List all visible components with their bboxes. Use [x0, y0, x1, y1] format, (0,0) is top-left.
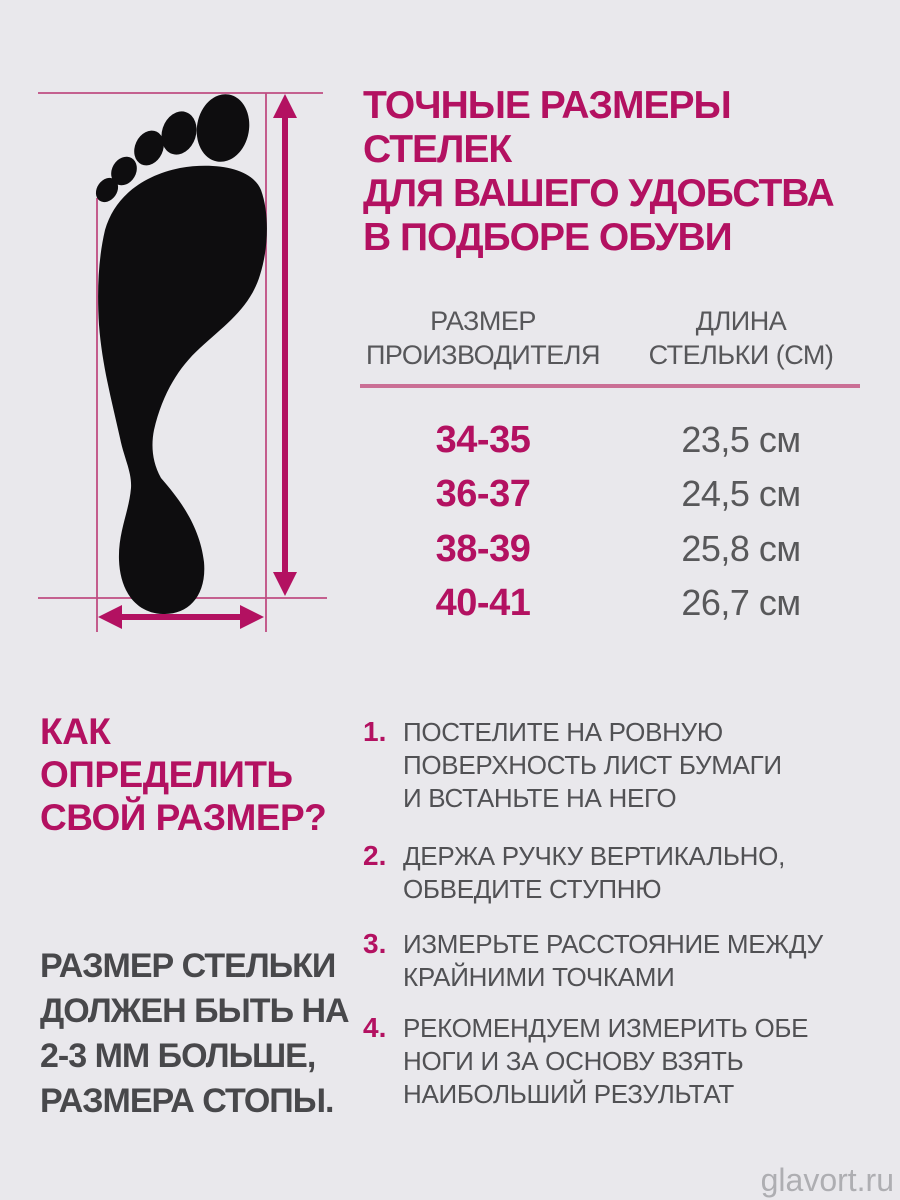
insole-size-note: РАЗМЕР СТЕЛЬКИ ДОЛЖЕН БЫТЬ НА 2-3 ММ БОЛ…: [40, 947, 350, 1120]
table-row-size: 40-41: [435, 582, 531, 624]
step-text: РЕКОМЕНДУЕМ ИЗМЕРИТЬ ОБЕ НОГИ И ЗА ОСНОВ…: [403, 1013, 809, 1109]
how-to-heading: КАК ОПРЕДЕЛИТЬ СВОЙ РАЗМЕР?: [40, 711, 327, 838]
table-row-length: 26,7 см: [681, 582, 801, 623]
length-arrow-icon: [273, 94, 297, 596]
step-number: 3.: [363, 928, 387, 959]
page-title: ТОЧНЫЕ РАЗМЕРЫ СТЕЛЕК ДЛЯ ВАШЕГО УДОБСТВ…: [363, 84, 835, 259]
footprint-icon: [95, 94, 267, 615]
table-row-length: 24,5 см: [681, 473, 801, 514]
step-number: 2.: [363, 840, 387, 871]
watermark: glavort.ru: [760, 1162, 894, 1198]
foot-measurement-diagram: [38, 92, 327, 632]
table-header-insole-length: ДЛИНА СТЕЛЬКИ (СМ): [648, 306, 834, 370]
foot-measurement-figure: [30, 80, 330, 650]
table-row-length: 23,5 см: [681, 419, 801, 460]
step-text: ДЕРЖА РУЧКУ ВЕРТИКАЛЬНО, ОБВЕДИТЕ СТУПНЮ: [403, 841, 786, 904]
step-number: 4.: [363, 1012, 387, 1043]
step-text: ИЗМЕРЬТЕ РАССТОЯНИЕ МЕЖДУ КРАЙНИМИ ТОЧКА…: [403, 929, 823, 992]
table-header-divider: [360, 384, 860, 388]
table-row-size: 34-35: [435, 419, 531, 461]
table-row-length: 25,8 см: [681, 528, 801, 569]
table-row-size: 38-39: [435, 528, 531, 570]
width-arrow-icon: [98, 605, 264, 629]
step-text: ПОСТЕЛИТЕ НА РОВНУЮ ПОВЕРХНОСТЬ ЛИСТ БУМ…: [403, 717, 782, 813]
table-header-manufacturer-size: РАЗМЕР ПРОИЗВОДИТЕЛЯ: [366, 306, 600, 370]
table-row-size: 36-37: [435, 473, 531, 515]
guide-lines: [38, 92, 327, 632]
step-number: 1.: [363, 716, 387, 747]
